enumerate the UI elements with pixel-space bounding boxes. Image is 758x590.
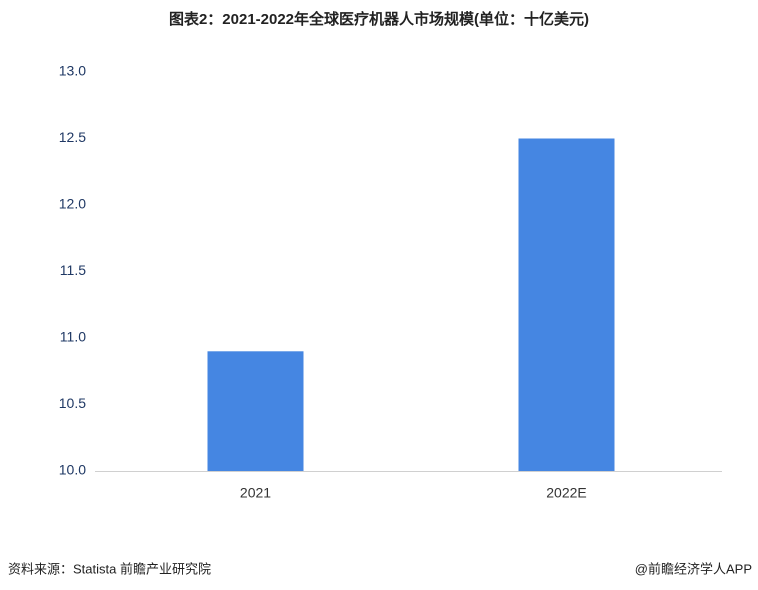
x-tick-label: 2021	[240, 485, 271, 501]
y-tick-label: 12.5	[59, 129, 86, 145]
y-tick-label: 11.0	[60, 329, 86, 345]
source: 资料来源：Statista 前瞻产业研究院	[8, 561, 211, 576]
y-tick-label: 10.0	[59, 462, 86, 478]
bar	[518, 138, 615, 471]
bar	[207, 351, 304, 471]
credit: @前瞻经济学人APP	[635, 561, 752, 576]
y-tick-label: 11.5	[60, 262, 86, 278]
chart-title: 图表2：2021-2022年全球医疗机器人市场规模(单位：十亿美元)	[169, 10, 589, 28]
y-tick-label: 12.0	[59, 196, 86, 212]
y-tick-label: 10.5	[59, 395, 86, 411]
x-tick-label: 2022E	[546, 485, 586, 501]
y-tick-label: 13.0	[59, 63, 86, 79]
